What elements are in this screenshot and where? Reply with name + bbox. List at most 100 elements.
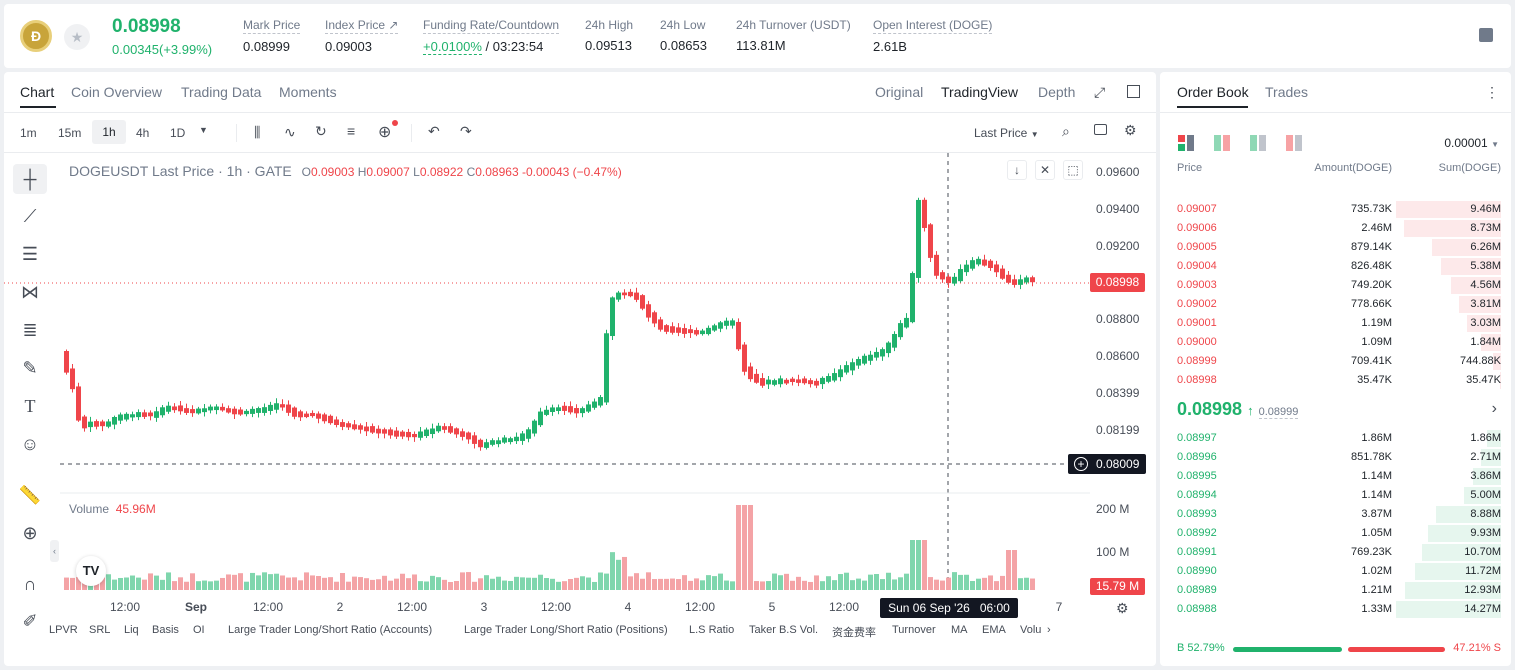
volume-bar <box>148 573 153 590</box>
add-indicator-icon[interactable]: ⊕ <box>378 120 398 142</box>
view-tradingview[interactable]: TradingView <box>941 84 1019 100</box>
window-icon[interactable] <box>1127 85 1140 98</box>
view-bids-icon[interactable] <box>1250 135 1266 151</box>
order-book-row[interactable]: 0.09003 749.20K 4.56M <box>1176 276 1501 295</box>
interval-15m[interactable]: 15m <box>58 126 82 140</box>
indicator-item[interactable]: Large Trader Long/Short Ratio (Accounts) <box>228 624 433 636</box>
tab-coin-overview[interactable]: Coin Overview <box>71 84 163 100</box>
indicator-item[interactable]: SRL <box>89 624 111 636</box>
refresh-icon[interactable]: ↻ <box>315 123 327 139</box>
order-book-row[interactable]: 0.09004 826.48K 5.38M <box>1176 257 1501 276</box>
open-interest[interactable]: Open Interest (DOGE) 2.61B <box>873 18 993 54</box>
crosshair-tool-icon[interactable]: ┼ <box>13 164 47 194</box>
indicator-item[interactable]: OI <box>193 624 205 636</box>
order-book-row[interactable]: 0.08995 1.14M 3.86M <box>1176 467 1501 486</box>
chevron-right-icon[interactable]: › <box>1491 400 1497 417</box>
order-book-row[interactable]: 0.09000 1.09M 1.84M <box>1176 333 1501 352</box>
template-icon[interactable]: ≡ <box>347 123 356 139</box>
view-asks-icon[interactable] <box>1286 135 1302 151</box>
price-chart[interactable] <box>4 153 1156 593</box>
interval-1d[interactable]: 1D <box>170 126 186 140</box>
zoom-in-tool-icon[interactable]: ⊕ <box>22 522 38 543</box>
view-both-alt-icon[interactable] <box>1214 135 1230 151</box>
indicator-more-icon[interactable]: › <box>1047 624 1051 636</box>
order-book-row[interactable]: 0.08991 769.23K 10.70M <box>1176 543 1501 562</box>
more-menu-icon[interactable]: ⋮ <box>1485 84 1499 100</box>
candle-body <box>394 430 399 437</box>
chart-settings-icon[interactable]: ⚙ <box>1116 600 1129 616</box>
indicators-icon[interactable]: ∿ <box>284 124 296 140</box>
index-price[interactable]: Index Price ↗ 0.09003 <box>325 18 399 54</box>
tab-order-book[interactable]: Order Book <box>1177 84 1249 100</box>
fullscreen-icon[interactable]: ⬚ <box>1063 160 1083 180</box>
order-book-row[interactable]: 0.09006 2.46M 8.73M <box>1176 219 1501 238</box>
settings-gear-icon[interactable]: ⚙ <box>1124 122 1137 138</box>
order-book-row[interactable]: 0.08988 1.33M 14.27M <box>1176 600 1501 619</box>
horizontal-lines-tool-icon[interactable]: ☰ <box>21 243 39 264</box>
order-book-row[interactable]: 0.08993 3.87M 8.88M <box>1176 505 1501 524</box>
order-book-row[interactable]: 0.09007 735.73K 9.46M <box>1176 200 1501 219</box>
view-both-icon[interactable] <box>1178 135 1194 151</box>
mark-price[interactable]: Mark Price 0.08999 <box>243 18 301 54</box>
collapse-icon[interactable]: ✕ <box>1035 160 1055 180</box>
indicator-item[interactable]: Large Trader Long/Short Ratio (Positions… <box>464 624 668 636</box>
scroll-down-icon[interactable]: ↓ <box>1007 160 1027 180</box>
order-book-row[interactable]: 0.09002 778.66K 3.81M <box>1176 295 1501 314</box>
emoji-tool-icon[interactable]: ☺ <box>20 433 40 454</box>
order-book-row[interactable]: 0.08996 851.78K 2.71M <box>1176 448 1501 467</box>
precision-select[interactable]: 0.00001 ▼ <box>1444 136 1499 150</box>
indicator-item[interactable]: Taker B.S Vol. <box>749 624 819 636</box>
indicator-item[interactable]: LPVR <box>49 624 78 636</box>
indicator-item[interactable]: Volu <box>1020 624 1042 636</box>
trendline-tool-icon[interactable]: ⟋ <box>23 205 37 226</box>
tab-trading-data[interactable]: Trading Data <box>181 84 262 100</box>
candle-body <box>718 322 723 329</box>
book-icon[interactable] <box>1479 28 1493 42</box>
interval-1m[interactable]: 1m <box>20 126 37 140</box>
camera-icon[interactable] <box>1094 124 1107 135</box>
indicator-item[interactable]: Liq <box>124 624 139 636</box>
tab-chart[interactable]: Chart <box>20 84 55 100</box>
candle-type-icon[interactable]: ⫼ <box>254 124 261 140</box>
order-book-row[interactable]: 0.09005 879.14K 6.26M <box>1176 238 1501 257</box>
undo-icon[interactable]: ↶ <box>428 123 440 139</box>
tradingview-logo-icon[interactable]: TV <box>76 556 106 586</box>
pencil-lock-tool-icon[interactable]: ✐ <box>22 610 38 631</box>
text-tool-icon[interactable]: T <box>24 395 36 416</box>
indicator-item[interactable]: MA <box>951 624 968 636</box>
indicator-item[interactable]: L.S Ratio <box>689 624 735 636</box>
order-book-row[interactable]: 0.08989 1.21M 12.93M <box>1176 581 1501 600</box>
favorite-star-icon[interactable]: ★ <box>64 24 90 50</box>
indicator-item[interactable]: 资金费率 <box>832 627 876 639</box>
order-book-row[interactable]: 0.08997 1.86M 1.86M <box>1176 429 1501 448</box>
view-depth[interactable]: Depth <box>1038 84 1076 100</box>
magnet-tool-icon[interactable]: ∩ <box>23 573 37 594</box>
tab-moments[interactable]: Moments <box>279 84 337 100</box>
last-price-select[interactable]: Last Price ▼ <box>974 126 1039 140</box>
indicator-item[interactable]: Basis <box>152 624 179 636</box>
search-icon[interactable]: ⌕ <box>1062 123 1070 139</box>
add-alert-icon[interactable]: + <box>1074 457 1088 471</box>
order-book-row[interactable]: 0.09001 1.19M 3.03M <box>1176 314 1501 333</box>
tab-trades[interactable]: Trades <box>1265 84 1309 100</box>
order-book-row[interactable]: 0.08994 1.14M 5.00M <box>1176 486 1501 505</box>
indicator-item[interactable]: Turnover <box>892 624 936 636</box>
interval-4h[interactable]: 4h <box>136 126 150 140</box>
funding-rate[interactable]: Funding Rate/Countdown +0.0100% / 03:23:5… <box>423 18 560 55</box>
order-book-row[interactable]: 0.08992 1.05M 9.93M <box>1176 524 1501 543</box>
ruler-tool-icon[interactable]: 📏 <box>18 484 42 505</box>
order-book-row[interactable]: 0.08998 35.47K 35.47K <box>1176 371 1501 390</box>
order-book-row[interactable]: 0.08999 709.41K 744.88K <box>1176 352 1501 371</box>
interval-1h[interactable]: 1h <box>92 120 126 144</box>
mid-price[interactable]: 0.08998 ↑ 0.08999 <box>1177 399 1299 419</box>
order-book-row[interactable]: 0.08990 1.02M 11.72M <box>1176 562 1501 581</box>
fib-tool-icon[interactable]: ≣ <box>22 319 38 340</box>
interval-dropdown-icon[interactable]: ▼ <box>199 125 208 135</box>
expand-icon[interactable]: ⤢ <box>1094 84 1106 100</box>
redo-icon[interactable]: ↷ <box>460 123 472 139</box>
brush-tool-icon[interactable]: ✎ <box>22 357 38 378</box>
indicator-item[interactable]: EMA <box>982 624 1006 636</box>
collapse-tools-icon[interactable]: ‹ <box>50 540 59 562</box>
view-original[interactable]: Original <box>875 84 924 100</box>
pattern-tool-icon[interactable]: ⋈ <box>21 281 39 302</box>
